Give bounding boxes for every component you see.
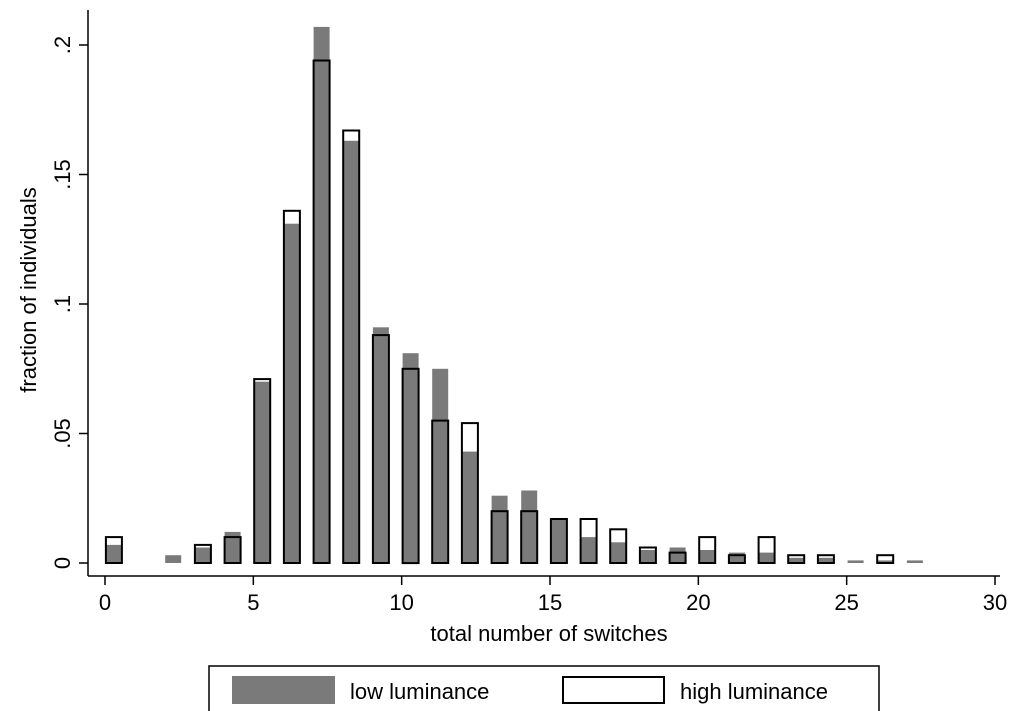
bar-low-luminance-15 bbox=[550, 519, 567, 563]
y-tick-label: 0 bbox=[50, 557, 75, 569]
bar-low-luminance-6 bbox=[283, 223, 300, 563]
bar-low-luminance-22 bbox=[758, 552, 775, 563]
bar-high-luminance-9 bbox=[371, 334, 390, 564]
bar-high-luminance-5 bbox=[253, 378, 272, 564]
bar-high-luminance-13 bbox=[490, 510, 509, 565]
y-tick-label: .15 bbox=[50, 159, 75, 190]
bar-high-luminance-22 bbox=[757, 536, 776, 564]
y-axis-title: fraction of individuals bbox=[16, 187, 41, 392]
bar-high-luminance-26 bbox=[876, 554, 895, 565]
bar-high-luminance-0 bbox=[104, 536, 123, 564]
x-tick-label: 20 bbox=[686, 590, 710, 615]
y-tick-label: .2 bbox=[50, 36, 75, 54]
legend-swatch-low-luminance bbox=[232, 676, 335, 704]
y-tick-label: .05 bbox=[50, 418, 75, 449]
bar-low-luminance-19 bbox=[669, 547, 686, 563]
bar-low-luminance-7 bbox=[313, 26, 330, 563]
bar-low-luminance-12 bbox=[461, 451, 478, 563]
bar-low-luminance-5 bbox=[254, 381, 271, 563]
bar-high-luminance-23 bbox=[787, 554, 806, 565]
bar-low-luminance-17 bbox=[610, 542, 627, 563]
y-tick-label: .1 bbox=[50, 295, 75, 313]
bar-low-luminance-21 bbox=[728, 552, 745, 563]
bar-high-luminance-3 bbox=[193, 543, 212, 565]
bar-low-luminance-13 bbox=[491, 495, 508, 563]
bar-low-luminance-18 bbox=[639, 550, 656, 563]
bar-high-luminance-19 bbox=[668, 551, 687, 564]
bar-high-luminance-17 bbox=[609, 528, 628, 564]
bars-layer bbox=[104, 26, 923, 565]
bar-high-luminance-16 bbox=[579, 518, 598, 564]
bar-high-luminance-24 bbox=[816, 554, 835, 565]
bar-low-luminance-14 bbox=[521, 490, 538, 563]
bar-high-luminance-18 bbox=[638, 546, 657, 564]
legend-label-low-luminance: low luminance bbox=[350, 679, 489, 704]
bar-low-luminance-4 bbox=[224, 531, 241, 563]
x-tick-label: 0 bbox=[99, 590, 111, 615]
x-axis-title: total number of switches bbox=[430, 621, 667, 646]
bar-high-luminance-6 bbox=[282, 209, 301, 565]
bar-low-luminance-26 bbox=[877, 560, 894, 563]
bar-high-luminance-4 bbox=[223, 536, 242, 564]
bar-low-luminance-0 bbox=[105, 544, 122, 563]
bar-high-luminance-14 bbox=[520, 510, 539, 565]
bar-high-luminance-21 bbox=[727, 554, 746, 565]
x-ticks: 0 5 10 15 20 25 30 bbox=[99, 576, 1007, 615]
bar-low-luminance-23 bbox=[788, 557, 805, 563]
legend: low luminance high luminance bbox=[208, 665, 880, 711]
bar-low-luminance-16 bbox=[580, 537, 597, 563]
legend-label-high-luminance: high luminance bbox=[680, 679, 828, 704]
legend-swatch-high-luminance bbox=[562, 676, 665, 704]
bar-low-luminance-11 bbox=[432, 368, 449, 564]
bar-low-luminance-2 bbox=[165, 555, 182, 563]
bar-high-luminance-15 bbox=[549, 518, 568, 564]
bar-low-luminance-3 bbox=[194, 547, 211, 563]
bar-high-luminance-11 bbox=[431, 419, 450, 564]
bar-high-luminance-12 bbox=[460, 422, 479, 564]
bar-low-luminance-27 bbox=[906, 560, 923, 563]
bar-low-luminance-25 bbox=[847, 560, 864, 563]
bar-high-luminance-7 bbox=[312, 59, 331, 564]
x-tick-label: 5 bbox=[247, 590, 259, 615]
bar-low-luminance-10 bbox=[402, 353, 419, 563]
bar-low-luminance-24 bbox=[817, 557, 834, 563]
x-tick-label: 25 bbox=[834, 590, 858, 615]
bar-high-luminance-10 bbox=[401, 367, 420, 565]
bar-low-luminance-8 bbox=[343, 140, 360, 564]
bar-high-luminance-20 bbox=[698, 536, 717, 564]
bar-high-luminance-8 bbox=[342, 129, 361, 564]
y-ticks: 0 .05 .1 .15 .2 bbox=[50, 36, 88, 569]
x-tick-label: 15 bbox=[538, 590, 562, 615]
bar-low-luminance-20 bbox=[699, 550, 716, 563]
bar-low-luminance-9 bbox=[372, 327, 389, 563]
x-tick-label: 10 bbox=[389, 590, 413, 615]
x-tick-label: 30 bbox=[983, 590, 1007, 615]
